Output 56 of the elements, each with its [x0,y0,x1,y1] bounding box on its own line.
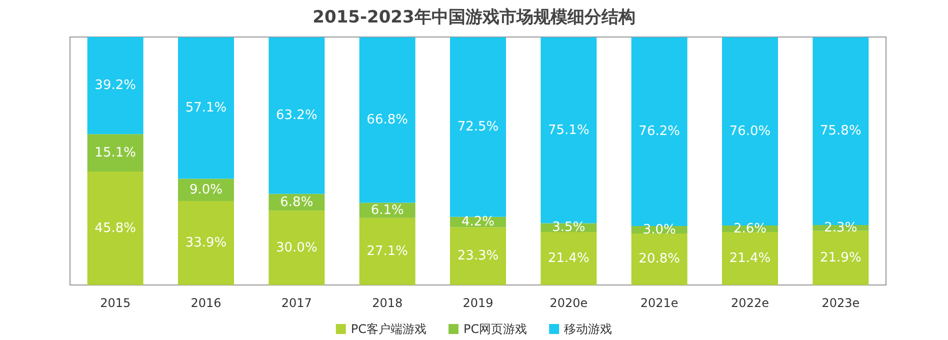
bar [178,37,234,179]
x-tick-label: 2018 [372,296,403,310]
bar [359,37,416,203]
data-label: 21.9% [820,250,862,266]
data-label: 63.2% [276,108,318,124]
x-tick-label: 2023e [822,296,860,310]
data-label: 66.8% [366,112,408,128]
x-tick-label: 2022e [731,296,769,310]
data-label: 6.8% [280,194,314,210]
bar [87,172,144,285]
x-tick-label: 2015 [100,296,131,310]
bar [268,210,325,285]
data-label: 3.0% [642,222,676,238]
data-label: 4.2% [461,214,495,230]
data-label: 76.0% [729,124,771,139]
data-label: 21.4% [729,250,771,266]
data-label: 6.1% [370,202,404,218]
bar [540,232,597,285]
data-label: 27.1% [366,244,408,259]
legend-label: PC客户端游戏 [350,322,427,336]
data-label: 9.0% [189,182,223,198]
bar [268,37,325,194]
data-label: 33.9% [185,236,227,251]
bar [178,201,234,285]
bar [812,230,869,285]
x-tick-label: 2021e [640,296,678,310]
bar [722,232,778,285]
data-label: 72.5% [457,120,499,135]
data-label: 20.8% [638,252,680,267]
data-label: 2.6% [733,221,767,236]
data-label: 45.8% [94,220,136,236]
data-label: 30.0% [276,240,318,256]
bar [450,227,506,285]
data-label: 39.2% [94,78,136,94]
data-label: 57.1% [185,100,227,116]
data-label: 3.5% [552,220,586,236]
data-label: 2.3% [824,220,858,236]
x-tick-label: 2016 [190,296,222,310]
bar [87,134,144,172]
data-label: 15.1% [94,145,136,160]
x-tick-label: 2019 [462,296,494,310]
data-label: 76.2% [638,124,680,140]
legend-label: 移动游戏 [564,322,612,336]
bar [631,233,688,285]
bar [178,178,234,202]
data-label: 75.1% [548,122,590,138]
chart-title: 2015-2023年中国游戏市场规模细分结构 [312,8,636,28]
x-tick-label: 2017 [281,296,312,310]
bar [450,37,506,217]
data-label: 21.4% [548,250,590,266]
bar [359,218,416,285]
bar [87,37,144,134]
data-label: 23.3% [457,248,499,264]
legend-label: PC网页游戏 [464,322,528,336]
x-tick-label: 2020e [550,296,588,310]
data-label: 75.8% [820,124,862,139]
